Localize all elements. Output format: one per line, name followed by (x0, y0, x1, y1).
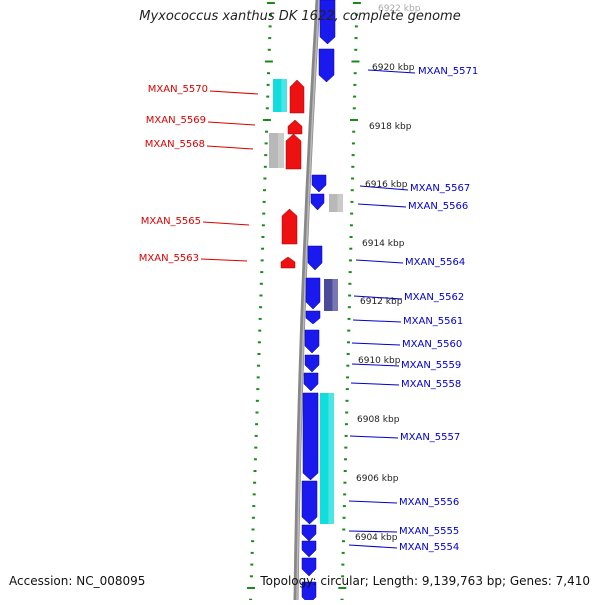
scale-label-6906: 6906 kbp (356, 474, 399, 484)
gene-forward (304, 354, 320, 373)
leader-line (209, 90, 259, 95)
leader-line (348, 530, 398, 533)
gene-reverse (281, 208, 298, 245)
map-title: Myxococcus xanthus DK 1622, complete gen… (139, 9, 461, 24)
gene-cyan (273, 79, 287, 112)
gene-forward (304, 329, 320, 354)
leader-line (350, 382, 400, 386)
leader-line (359, 185, 409, 191)
leader-line (352, 319, 402, 323)
gene-label-mxan-5562[interactable]: MXAN_5562 (404, 292, 464, 303)
leader-line (206, 145, 254, 150)
leader-line (351, 363, 400, 367)
gene-label-mxan-5564[interactable]: MXAN_5564 (405, 257, 465, 268)
gene-features (269, 0, 343, 605)
gene-slate-shade (332, 279, 338, 311)
leader-line (357, 203, 407, 208)
gene-gray (329, 194, 343, 212)
gene-forward (311, 174, 327, 193)
gene-label-mxan-5563[interactable]: MXAN_5563 (139, 253, 199, 264)
gene-forward (301, 557, 317, 577)
genome-backbone-highlight (296, 0, 320, 601)
gene-forward (310, 193, 325, 211)
gene-gray-shade (278, 133, 284, 168)
scale-label-6912: 6912 kbp (360, 297, 403, 307)
scale-labels: 6922 kbp 6920 kbp 6918 kbp 6916 kbp 6914… (355, 4, 421, 543)
scale-ticks (247, 2, 361, 601)
gene-forward (302, 392, 319, 481)
leader-line (355, 259, 404, 264)
gene-cyan-shade (328, 393, 334, 524)
gene-cyan-shade (281, 79, 287, 112)
leader-line (349, 435, 399, 439)
gene-label-mxan-5560[interactable]: MXAN_5560 (402, 339, 462, 350)
topology-text: Topology: circular; Length: 9,139,763 bp… (260, 574, 590, 588)
scale-label-6916: 6916 kbp (365, 180, 408, 190)
accession-text: Accession: NC_008095 (9, 574, 146, 588)
leader-line (207, 121, 256, 126)
gene-label-mxan-5567[interactable]: MXAN_5567 (410, 183, 470, 194)
gene-label-mxan-5554[interactable]: MXAN_5554 (399, 542, 459, 553)
gene-forward (301, 540, 317, 558)
gene-label-mxan-5557[interactable]: MXAN_5557 (400, 432, 460, 443)
gene-label-mxan-5559[interactable]: MXAN_5559 (401, 360, 461, 371)
leader-line (200, 258, 248, 262)
left-gene-labels: MXAN_5570 MXAN_5569 MXAN_5568 MXAN_5565 … (139, 84, 208, 264)
gene-label-mxan-5558[interactable]: MXAN_5558 (401, 379, 461, 390)
genome-backbone (293, 0, 321, 601)
gene-reverse (287, 119, 303, 135)
gene-gray (269, 133, 284, 168)
scale-label-6904: 6904 kbp (355, 533, 398, 543)
gene-forward (305, 277, 321, 310)
gene-forward (307, 245, 323, 271)
scale-label-6914: 6914 kbp (362, 239, 405, 249)
leader-line (353, 295, 403, 300)
gene-forward (301, 524, 317, 542)
gene-label-mxan-5566[interactable]: MXAN_5566 (408, 201, 468, 212)
gene-reverse (280, 256, 296, 269)
scale-label-6918: 6918 kbp (369, 122, 412, 132)
gene-label-mxan-5568[interactable]: MXAN_5568 (145, 139, 205, 150)
gene-forward (318, 48, 335, 83)
gene-forward (303, 372, 319, 392)
gene-label-mxan-5565[interactable]: MXAN_5565 (141, 216, 201, 227)
gene-label-mxan-5556[interactable]: MXAN_5556 (399, 497, 459, 508)
scale-label-6922: 6922 kbp (378, 4, 421, 14)
leader-line (351, 342, 401, 346)
scale-label-6920: 6920 kbp (372, 63, 415, 73)
gene-label-mxan-5561[interactable]: MXAN_5561 (403, 316, 463, 327)
gene-label-mxan-5569[interactable]: MXAN_5569 (146, 115, 206, 126)
right-gene-labels: MXAN_5571 MXAN_5567 MXAN_5566 MXAN_5564 … (399, 66, 478, 553)
leader-line (202, 221, 250, 226)
gene-slate (324, 279, 338, 311)
gene-gray-shade (337, 194, 343, 212)
leader-line (348, 544, 398, 549)
gene-label-mxan-5571[interactable]: MXAN_5571 (418, 66, 478, 77)
scale-label-6908: 6908 kbp (357, 415, 400, 425)
gene-label-mxan-5570[interactable]: MXAN_5570 (148, 84, 208, 95)
gene-reverse (289, 79, 305, 114)
label-leaders (200, 69, 416, 549)
leader-line (348, 500, 398, 504)
gene-forward (301, 480, 318, 525)
gene-reverse (285, 133, 302, 170)
leader-line (367, 69, 416, 74)
gene-cyan (320, 393, 334, 524)
gene-label-mxan-5555[interactable]: MXAN_5555 (399, 526, 459, 537)
scale-label-6910: 6910 kbp (358, 356, 401, 366)
gene-forward (319, 0, 336, 45)
gene-forward (305, 310, 321, 325)
